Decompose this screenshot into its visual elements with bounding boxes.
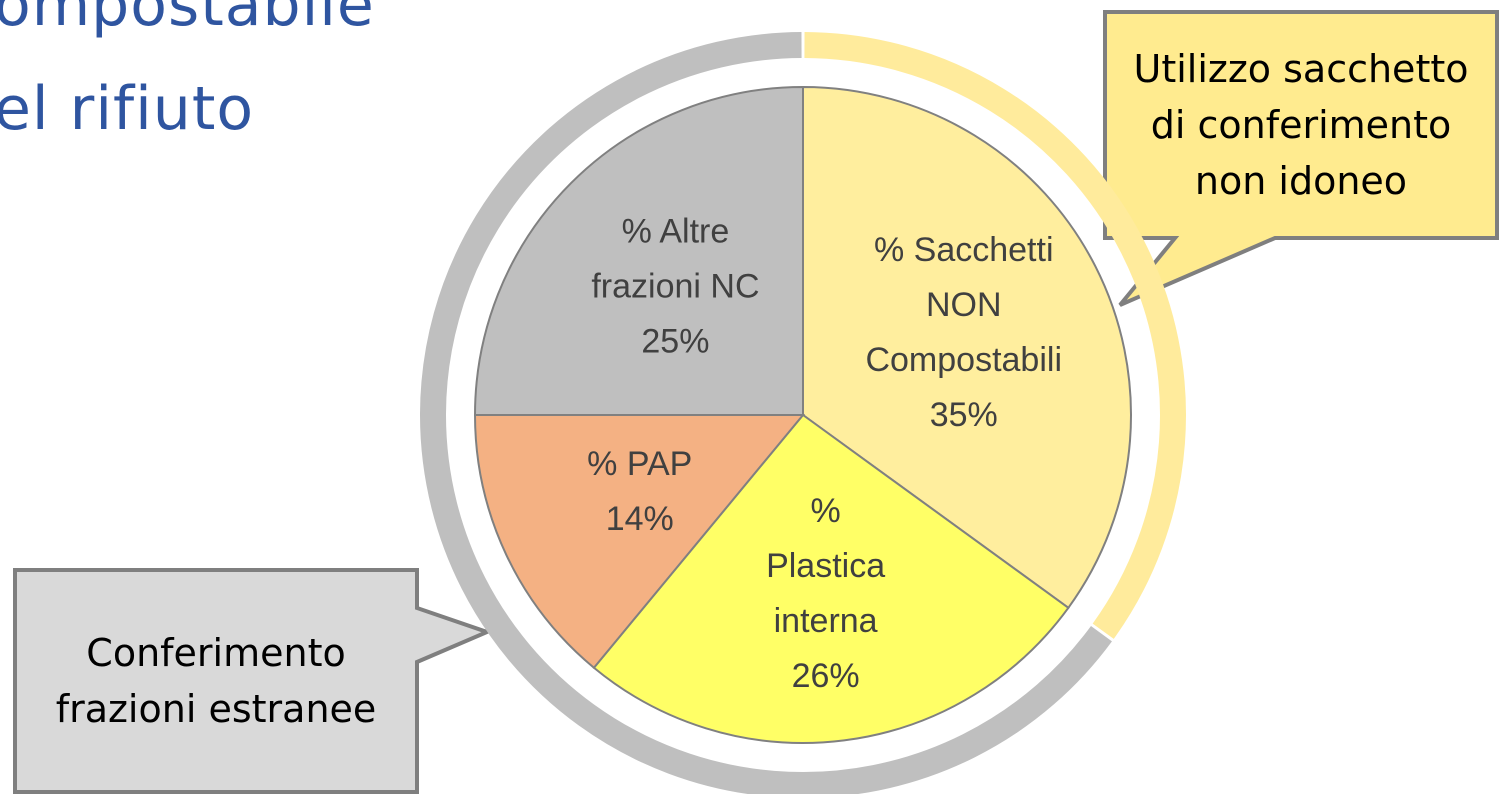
- category-label: % Altre frazioni NC: [591, 212, 760, 306]
- callout-box: [13, 568, 493, 794]
- slice-label: % Altre frazioni NC 25%: [591, 205, 759, 370]
- slice-label: % PAP 14%: [587, 437, 692, 547]
- value-label: 25%: [641, 322, 710, 361]
- pie-slice: [473, 414, 806, 670]
- title-line: el rifiuto: [0, 74, 255, 144]
- title-line: ompostabile: [0, 0, 375, 40]
- category-label: % PAP: [587, 444, 693, 483]
- pie-slice: [592, 413, 1070, 744]
- category-label: % Sacchetti NON Compostabili: [865, 231, 1062, 380]
- slice-label: % Sacchetti NON Compostabili 35%: [865, 223, 1062, 443]
- pie-slice: [473, 85, 804, 416]
- group-ring: [804, 32, 1186, 639]
- callout-text: Utilizzo sacchetto di conferimento non i…: [1133, 47, 1469, 203]
- group-ring: [420, 32, 1112, 794]
- value-label: 14%: [605, 499, 674, 538]
- value-label: 35%: [929, 396, 998, 435]
- pie-slice: [802, 85, 1132, 610]
- value-label: 26%: [791, 656, 860, 695]
- callout-text: Conferimento frazioni estranee: [55, 631, 377, 731]
- category-label: % Plastica interna: [766, 491, 886, 640]
- slice-label: % Plastica interna 26%: [766, 484, 885, 704]
